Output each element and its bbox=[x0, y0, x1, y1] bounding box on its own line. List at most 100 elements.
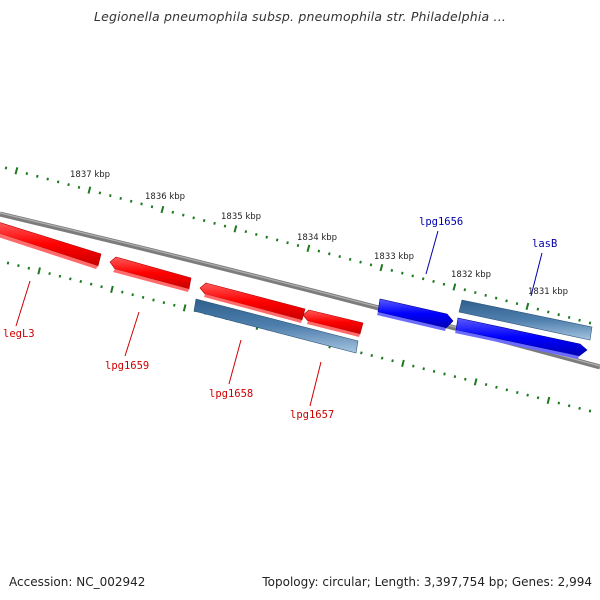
scale-tick-lower-minor bbox=[152, 298, 155, 302]
gene-label-legL3[interactable]: legL3 bbox=[3, 328, 35, 340]
scale-tick-lower-minor bbox=[141, 295, 145, 299]
scale-tick-lower-minor bbox=[69, 277, 72, 281]
scale-tick-upper-minor bbox=[46, 177, 49, 181]
scale-tick-upper-minor bbox=[567, 315, 571, 319]
cds-bar-lasB[interactable] bbox=[458, 299, 593, 341]
scale-tick-upper-minor bbox=[36, 174, 39, 178]
scale-tick-lower-minor bbox=[412, 364, 415, 368]
scale-tick-lower-minor bbox=[58, 274, 62, 278]
scale-tick-upper-minor bbox=[390, 268, 394, 272]
scale-tick-lower-minor bbox=[432, 369, 436, 373]
scale-tick-lower-major bbox=[110, 285, 114, 294]
scale-tick-lower-minor bbox=[464, 377, 467, 381]
scale-tick-lower-minor bbox=[100, 285, 103, 289]
scale-tick-upper-minor bbox=[223, 224, 227, 228]
scale-tick-upper-minor bbox=[129, 199, 133, 203]
scale-tick-upper-minor bbox=[474, 291, 477, 295]
gene-arrow-lpg1656[interactable] bbox=[377, 298, 454, 331]
leader-line-lpg1659 bbox=[124, 311, 140, 357]
genome-title: Legionella pneumophila subsp. pneumophil… bbox=[93, 9, 507, 24]
scale-tick-lower-minor bbox=[515, 390, 519, 395]
scale-tick-lower-major bbox=[182, 304, 187, 312]
scale-labels: 1837 kbp 1836 kbp 1835 kbp 1834 kbp 1833 kbp… bbox=[70, 170, 568, 297]
scale-tick-upper-minor bbox=[348, 257, 352, 261]
scale-tick-upper-major bbox=[525, 302, 530, 311]
gene-label-lpg1656[interactable]: lpg1656 bbox=[419, 216, 463, 228]
scale-tick-lower-minor bbox=[360, 351, 363, 355]
scale-tick-lower-minor bbox=[443, 372, 446, 376]
leader-line-lasB bbox=[530, 252, 543, 297]
scale-tick-lower-minor bbox=[567, 404, 571, 408]
genome-summary-text: Topology: circular; Length: 3,397,754 bp… bbox=[262, 575, 592, 589]
scale-label: 1832 kbp bbox=[451, 270, 491, 280]
scale-label: 1834 kbp bbox=[297, 233, 337, 243]
scale-tick-lower-minor bbox=[173, 303, 176, 307]
scale-tick-upper-minor bbox=[286, 241, 289, 245]
gene-label-lpg1657[interactable]: lpg1657 bbox=[290, 409, 334, 421]
scale-tick-upper-major bbox=[87, 186, 92, 194]
gene-label-lpg1658[interactable]: lpg1658 bbox=[209, 388, 253, 400]
scale-tick-upper-minor bbox=[213, 221, 216, 225]
scale-tick-lower-minor bbox=[89, 282, 93, 286]
scale-tick-lower-minor bbox=[48, 272, 51, 276]
scale-tick-upper-minor bbox=[244, 230, 248, 234]
scale-tick-upper-minor bbox=[182, 213, 185, 217]
gene-label-lpg1659[interactable]: lpg1659 bbox=[105, 360, 149, 372]
scale-tick-upper-minor bbox=[328, 252, 331, 256]
scale-tick-upper-minor bbox=[369, 263, 373, 267]
scale-tick-upper-minor bbox=[338, 255, 341, 259]
scale-tick-upper-minor bbox=[505, 299, 508, 303]
gene-labels: legL3 lpg1659 lpg1658 lpg1657 lpg1656 la… bbox=[3, 216, 557, 421]
leader-line-legL3 bbox=[15, 280, 31, 327]
scale-tick-upper-major bbox=[233, 225, 238, 233]
scale-tick-upper-minor bbox=[4, 166, 8, 170]
scale-tick-upper-minor bbox=[411, 274, 414, 278]
scale-label: 1837 kbp bbox=[70, 170, 110, 180]
gene-label-lasB[interactable]: lasB bbox=[532, 238, 557, 250]
scale-label: 1831 kbp bbox=[528, 287, 568, 297]
scale-tick-lower-minor bbox=[557, 401, 561, 405]
scale-tick-lower-minor bbox=[422, 367, 425, 371]
scale-tick-lower-major bbox=[473, 378, 478, 386]
gene-arrow-lasB[interactable] bbox=[455, 317, 588, 359]
scale-tick-upper-minor bbox=[484, 293, 487, 297]
accession-text: Accession: NC_002942 bbox=[9, 575, 146, 589]
gene-arrow-lpg1658[interactable] bbox=[199, 282, 306, 323]
scale-tick-lower-minor bbox=[505, 388, 509, 392]
scale-tick-upper-minor bbox=[432, 279, 435, 283]
scale-tick-upper-minor bbox=[547, 310, 550, 314]
scale-tick-upper-minor bbox=[25, 172, 29, 176]
scale-label: 1835 kbp bbox=[221, 212, 261, 222]
scale-tick-lower-minor bbox=[495, 385, 498, 389]
scale-tick-upper-minor bbox=[296, 243, 300, 248]
scale-tick-upper-minor bbox=[317, 249, 321, 253]
gene-arrow-lpg1659[interactable] bbox=[109, 256, 192, 292]
scale-tick-lower-major bbox=[546, 396, 551, 405]
gene-arrow-legL3[interactable] bbox=[0, 222, 102, 269]
scale-tick-lower-minor bbox=[380, 356, 384, 360]
scale-tick-lower-minor bbox=[27, 266, 31, 270]
scale-tick-upper-minor bbox=[77, 185, 81, 189]
scale-tick-upper-major bbox=[14, 167, 19, 175]
gene-arrow-lpg1657[interactable] bbox=[302, 309, 364, 337]
scale-tick-upper-minor bbox=[557, 313, 560, 317]
cds-bar-lpg1658[interactable] bbox=[193, 298, 359, 354]
scale-tick-lower-minor bbox=[536, 396, 540, 400]
scale-tick-upper-minor bbox=[109, 194, 112, 198]
leader-line-lpg1657 bbox=[309, 361, 322, 407]
scale-tick-upper-minor bbox=[494, 296, 498, 300]
scale-tick-lower-minor bbox=[391, 359, 394, 363]
scale-tick-upper-minor bbox=[265, 235, 268, 239]
scale-tick-upper-minor bbox=[202, 219, 206, 223]
scale-tick-lower-minor bbox=[370, 353, 374, 358]
scale-tick-lower-major bbox=[401, 359, 405, 368]
scale-tick-upper-minor bbox=[536, 307, 540, 311]
scale-tick-upper-minor bbox=[588, 321, 592, 325]
scale-tick-lower-minor bbox=[588, 409, 592, 413]
scale-tick-upper-major bbox=[452, 283, 457, 291]
scale-tick-lower-minor bbox=[484, 383, 488, 387]
scale-tick-lower-minor bbox=[17, 264, 20, 268]
scale-tick-upper-minor bbox=[192, 216, 195, 220]
scale-tick-lower-minor bbox=[79, 279, 83, 284]
